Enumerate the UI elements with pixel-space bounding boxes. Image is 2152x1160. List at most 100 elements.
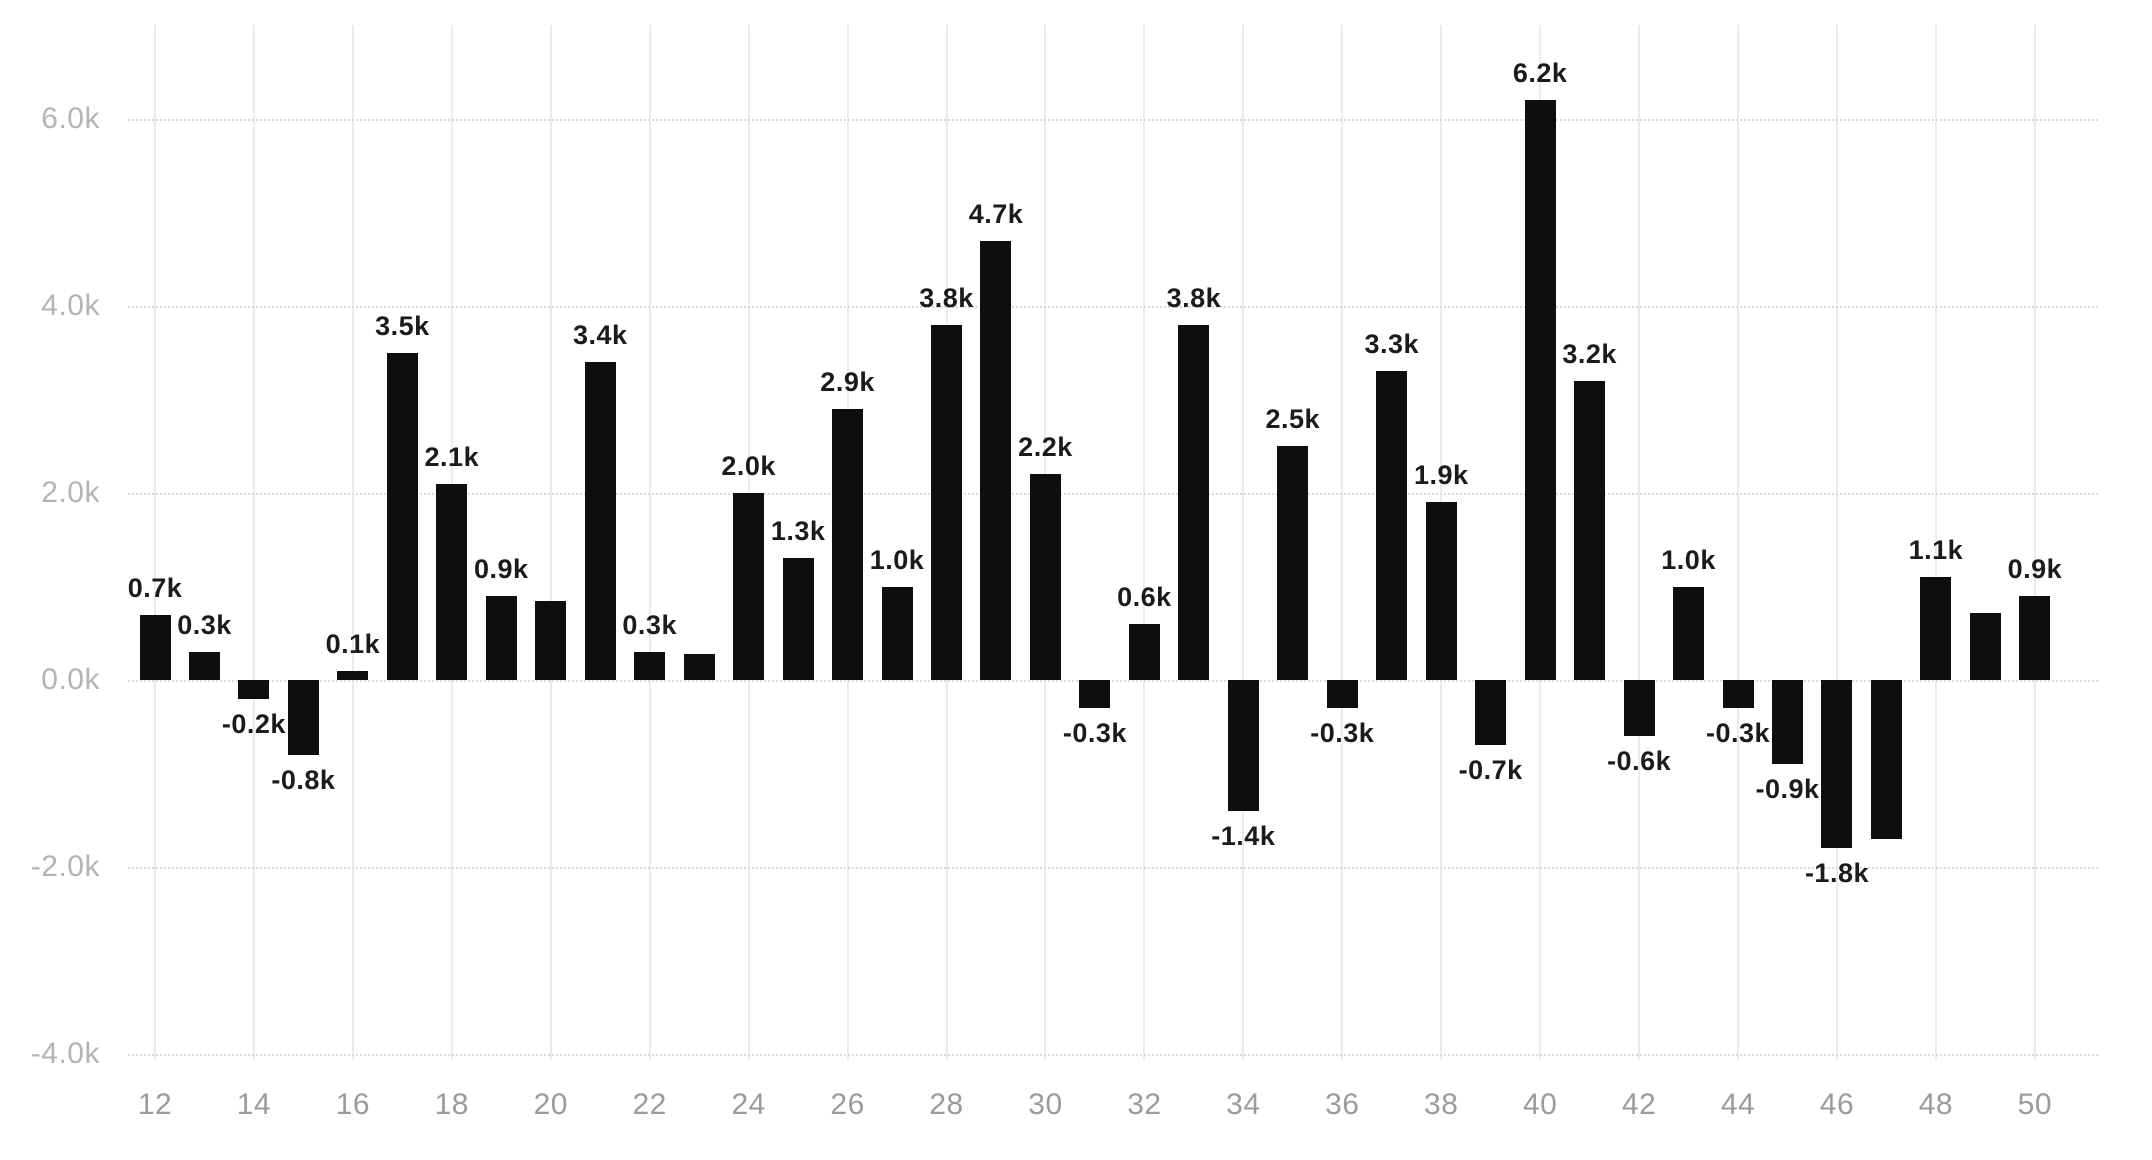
bar[interactable] xyxy=(139,614,171,680)
bar-value-label: 6.2k xyxy=(1512,58,1568,89)
h-gridline xyxy=(128,493,2098,495)
bar-value-label: 3.2k xyxy=(1562,338,1617,369)
bar[interactable] xyxy=(980,240,1012,680)
bar[interactable] xyxy=(931,324,963,680)
y-tick-label: -2.0k xyxy=(30,850,100,883)
bar[interactable] xyxy=(1920,577,1952,680)
bar[interactable] xyxy=(1277,446,1309,680)
bar[interactable] xyxy=(1673,586,1705,680)
bar[interactable] xyxy=(1969,612,2001,680)
bar[interactable] xyxy=(337,670,369,680)
bar-value-label: 3.5k xyxy=(375,310,430,341)
bar-value-label: -0.6k xyxy=(1607,746,1672,777)
bar-value-label: 0.3k xyxy=(622,609,677,640)
bar-value-label: 3.8k xyxy=(919,282,974,313)
x-tick-label: 28 xyxy=(929,1088,964,1121)
h-gridline xyxy=(128,306,2098,308)
bar[interactable] xyxy=(1227,680,1259,811)
x-tick-label: 44 xyxy=(1720,1088,1756,1121)
bar-value-label: -1.4k xyxy=(1211,820,1276,851)
v-gridline xyxy=(1835,25,1838,1060)
bar[interactable] xyxy=(2019,595,2051,680)
h-gridline xyxy=(128,1054,2098,1056)
bar-value-label: 0.1k xyxy=(325,628,381,659)
bar[interactable] xyxy=(188,651,220,680)
y-tick-label: -4.0k xyxy=(30,1037,100,1070)
y-tick-label: 0.0k xyxy=(41,663,100,696)
x-tick-label: 48 xyxy=(1918,1088,1954,1121)
x-tick-label: 36 xyxy=(1325,1088,1360,1121)
bar-value-label: 0.9k xyxy=(474,553,529,584)
bar-value-label: 1.1k xyxy=(1908,535,1964,566)
bar-value-label: 1.9k xyxy=(1413,460,1469,491)
bar[interactable] xyxy=(1772,680,1803,765)
bar-value-label: 0.6k xyxy=(1117,581,1172,612)
bar[interactable] xyxy=(634,651,666,680)
v-gridline xyxy=(1737,25,1740,1060)
x-tick-label: 26 xyxy=(830,1088,865,1121)
bar-value-label: 4.7k xyxy=(968,198,1024,229)
bar[interactable] xyxy=(1870,680,1902,839)
bar[interactable] xyxy=(832,408,864,680)
bar[interactable] xyxy=(1376,371,1408,680)
v-gridline xyxy=(1143,25,1146,1060)
v-gridline xyxy=(351,25,354,1060)
bar[interactable] xyxy=(535,600,567,680)
h-gridline xyxy=(128,119,2098,121)
bar[interactable] xyxy=(1029,474,1061,680)
bar-value-label: 3.8k xyxy=(1166,282,1222,313)
v-gridline xyxy=(648,25,651,1060)
bar-value-label: 2.0k xyxy=(721,451,776,481)
bar-value-label: -0.3k xyxy=(1062,718,1127,749)
v-gridline xyxy=(1341,25,1344,1060)
bar-value-label: -0.3k xyxy=(1310,718,1375,749)
bar[interactable] xyxy=(782,558,814,680)
x-tick-label: 40 xyxy=(1522,1088,1558,1121)
bar[interactable] xyxy=(485,595,517,680)
bar-value-label: 0.7k xyxy=(127,572,183,603)
v-gridline xyxy=(154,25,156,1060)
x-tick-label: 12 xyxy=(137,1088,173,1121)
bar-value-label: 2.9k xyxy=(820,366,875,397)
bar-value-label: 2.2k xyxy=(1018,432,1073,463)
bar-value-label: -0.7k xyxy=(1458,755,1523,786)
bar[interactable] xyxy=(1574,380,1606,680)
bar[interactable] xyxy=(1623,680,1655,737)
bar[interactable] xyxy=(1524,100,1556,680)
bar-value-label: 1.0k xyxy=(869,544,925,575)
v-gridline xyxy=(549,25,552,1060)
x-tick-label: 34 xyxy=(1226,1088,1261,1121)
bar-value-label: 2.1k xyxy=(424,441,480,472)
bar[interactable] xyxy=(1079,680,1111,709)
bar-value-label: 1.3k xyxy=(770,516,826,547)
bar[interactable] xyxy=(287,680,319,755)
bar-value-label: 0.3k xyxy=(177,609,232,640)
bar-value-label: 1.0k xyxy=(1661,544,1716,575)
bar[interactable] xyxy=(584,362,616,680)
bar[interactable] xyxy=(386,352,418,680)
x-tick-label: 14 xyxy=(236,1088,272,1121)
bar[interactable] xyxy=(436,483,468,680)
bar[interactable] xyxy=(238,680,270,699)
y-tick-label: 4.0k xyxy=(41,289,100,322)
bar[interactable] xyxy=(1475,680,1507,746)
x-tick-label: 50 xyxy=(2017,1088,2053,1121)
y-tick-label: 6.0k xyxy=(41,102,100,135)
y-tick-label: 2.0k xyxy=(41,476,100,509)
bar[interactable] xyxy=(881,586,913,680)
bar[interactable] xyxy=(1821,680,1853,849)
bar[interactable] xyxy=(733,493,765,680)
x-tick-label: 38 xyxy=(1424,1088,1459,1121)
x-tick-label: 16 xyxy=(335,1088,371,1121)
bar-value-label: -0.8k xyxy=(271,764,336,795)
v-gridline xyxy=(252,25,255,1060)
bar[interactable] xyxy=(1326,680,1358,709)
bar[interactable] xyxy=(1425,502,1457,680)
v-gridline xyxy=(1638,25,1641,1060)
bar[interactable] xyxy=(1128,623,1160,680)
bar[interactable] xyxy=(1722,680,1754,709)
bar[interactable] xyxy=(1178,324,1210,680)
bar[interactable] xyxy=(683,653,715,680)
v-gridline xyxy=(1242,25,1245,1060)
